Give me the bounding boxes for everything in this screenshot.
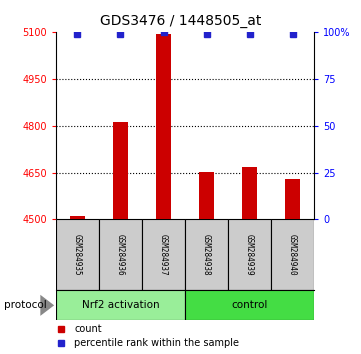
Text: count: count [74, 324, 102, 334]
Text: GSM284935: GSM284935 [73, 234, 82, 276]
Bar [56, 290, 185, 320]
Bar [228, 219, 271, 290]
Bar [156, 34, 171, 219]
Bar [271, 219, 314, 290]
Bar [70, 216, 85, 219]
Text: GDS3476 / 1448505_at: GDS3476 / 1448505_at [100, 14, 261, 28]
Text: control: control [231, 300, 268, 310]
Text: protocol: protocol [4, 300, 46, 310]
Text: GSM284939: GSM284939 [245, 234, 254, 276]
Text: GSM284936: GSM284936 [116, 234, 125, 276]
Text: GSM284940: GSM284940 [288, 234, 297, 276]
Bar [285, 179, 300, 219]
Bar [99, 219, 142, 290]
Text: percentile rank within the sample: percentile rank within the sample [74, 338, 239, 348]
Bar [113, 122, 128, 219]
Bar [142, 219, 185, 290]
Bar [185, 219, 228, 290]
Bar [56, 219, 99, 290]
Bar [199, 172, 214, 219]
Text: Nrf2 activation: Nrf2 activation [82, 300, 159, 310]
Text: GSM284938: GSM284938 [202, 234, 211, 276]
Bar [185, 290, 314, 320]
Polygon shape [40, 295, 54, 316]
Bar [242, 167, 257, 219]
Text: GSM284937: GSM284937 [159, 234, 168, 276]
